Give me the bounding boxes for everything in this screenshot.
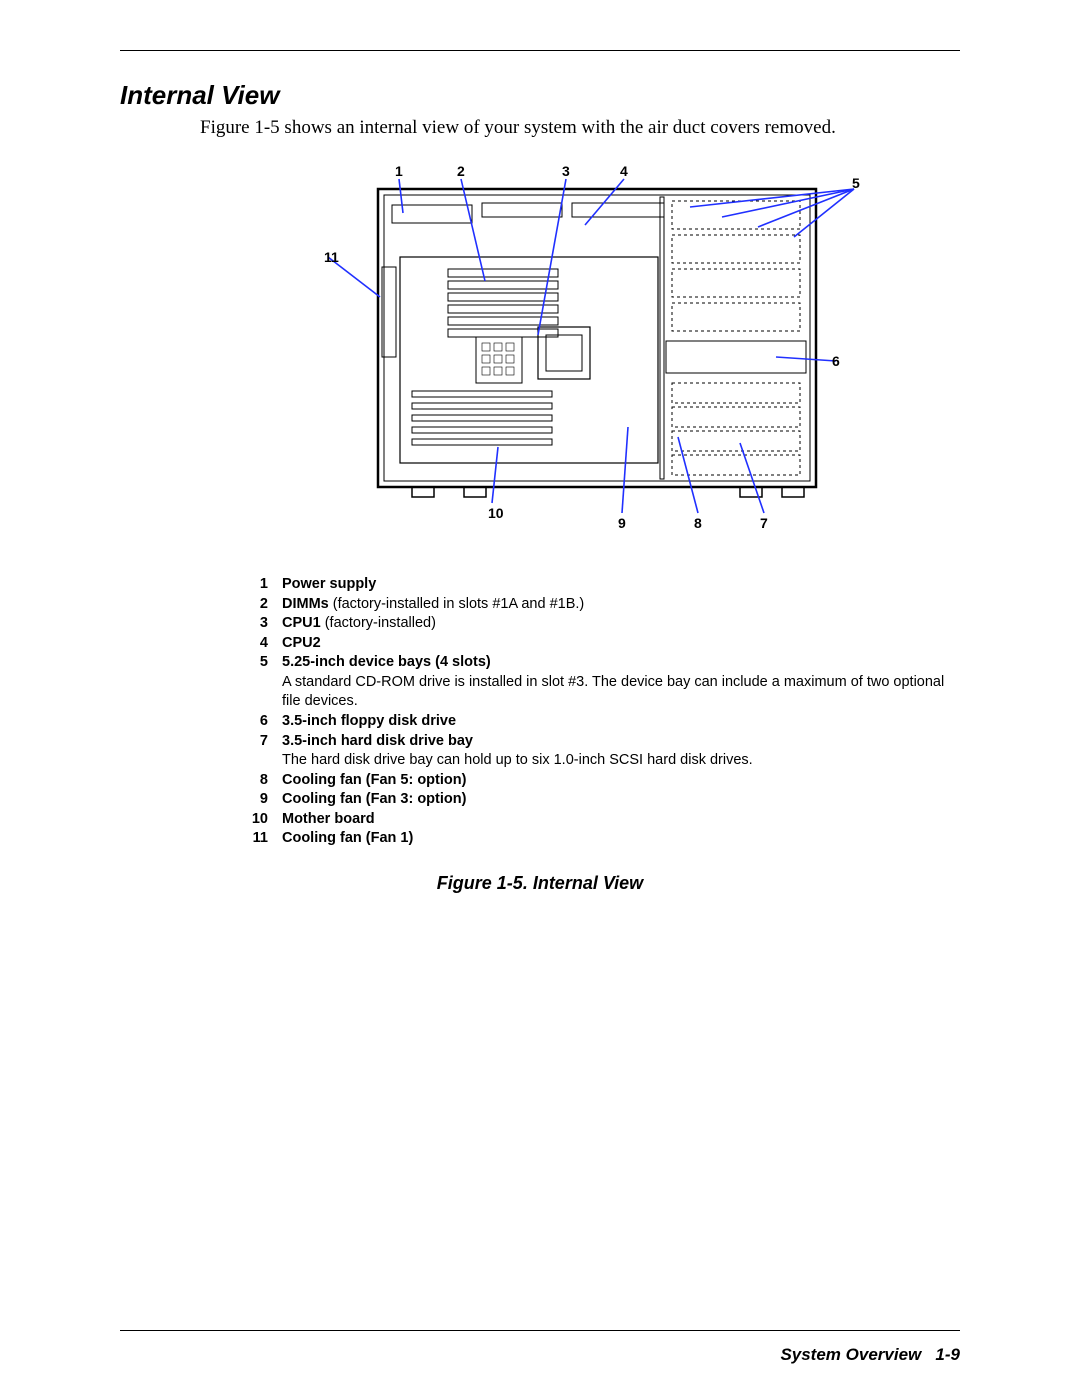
callout-10: 10: [488, 505, 504, 521]
legend-num: 10: [240, 810, 268, 830]
legend-num: 7: [240, 732, 268, 752]
bottom-rule: [120, 1330, 960, 1331]
callout-4: 4: [620, 163, 628, 179]
callout-5: 5: [852, 175, 860, 191]
legend-num: 4: [240, 634, 268, 654]
figure-caption: Figure 1-5. Internal View: [120, 873, 960, 894]
legend-text: 3.5-inch floppy disk drive: [282, 712, 456, 732]
figure-block: 1 2 3 4 5 6 7 8 9 10 11: [220, 157, 880, 557]
legend-row: 3 CPU1 (factory-installed): [240, 614, 960, 634]
legend-num: 8: [240, 771, 268, 791]
legend-text: CPU1 (factory-installed): [282, 614, 436, 634]
legend-row: 6 3.5-inch floppy disk drive: [240, 712, 960, 732]
page: Internal View Figure 1-5 shows an intern…: [0, 0, 1080, 1397]
callout-3: 3: [562, 163, 570, 179]
callout-1: 1: [395, 163, 403, 179]
legend-desc: The hard disk drive bay can hold up to s…: [282, 751, 960, 771]
legend-row: 10 Mother board: [240, 810, 960, 830]
diagram-svg: [220, 157, 880, 557]
legend-row: 1 Power supply: [240, 575, 960, 595]
legend-num: 6: [240, 712, 268, 732]
legend-num: 9: [240, 790, 268, 810]
legend-text: Power supply: [282, 575, 376, 595]
callout-11: 11: [324, 249, 339, 265]
legend-text: Mother board: [282, 810, 375, 830]
legend-row: 7 3.5-inch hard disk drive bay: [240, 732, 960, 752]
legend-text: CPU2: [282, 634, 321, 654]
legend-row: 2 DIMMs (factory-installed in slots #1A a…: [240, 595, 960, 615]
legend-text: Cooling fan (Fan 5: option): [282, 771, 466, 791]
legend-num: 3: [240, 614, 268, 634]
legend-text: 3.5-inch hard disk drive bay: [282, 732, 473, 752]
callout-7: 7: [760, 515, 768, 531]
legend-text: 5.25-inch device bays (4 slots): [282, 653, 491, 673]
legend-num: 2: [240, 595, 268, 615]
footer-page: 1-9: [935, 1345, 960, 1364]
callout-8: 8: [694, 515, 702, 531]
legend-row: 8 Cooling fan (Fan 5: option): [240, 771, 960, 791]
legend-desc: A standard CD-ROM drive is installed in …: [282, 673, 960, 712]
legend-num: 11: [240, 829, 268, 849]
legend-text: DIMMs (factory-installed in slots #1A an…: [282, 595, 584, 615]
legend-list: 1 Power supply 2 DIMMs (factory-installed i…: [240, 575, 960, 849]
legend-row: 11 Cooling fan (Fan 1): [240, 829, 960, 849]
legend-num: 1: [240, 575, 268, 595]
legend-row: 4 CPU2: [240, 634, 960, 654]
callout-9: 9: [618, 515, 626, 531]
legend-text: Cooling fan (Fan 1): [282, 829, 413, 849]
page-footer: System Overview 1-9: [780, 1345, 960, 1365]
callout-6: 6: [832, 353, 840, 369]
legend-num: 5: [240, 653, 268, 673]
footer-section: System Overview: [780, 1345, 921, 1364]
section-heading: Internal View: [120, 80, 960, 111]
legend-row: 9 Cooling fan (Fan 3: option): [240, 790, 960, 810]
legend-row: 5 5.25-inch device bays (4 slots): [240, 653, 960, 673]
callout-2: 2: [457, 163, 465, 179]
top-rule: [120, 50, 960, 51]
legend-text: Cooling fan (Fan 3: option): [282, 790, 466, 810]
intro-paragraph: Figure 1-5 shows an internal view of you…: [200, 117, 960, 139]
